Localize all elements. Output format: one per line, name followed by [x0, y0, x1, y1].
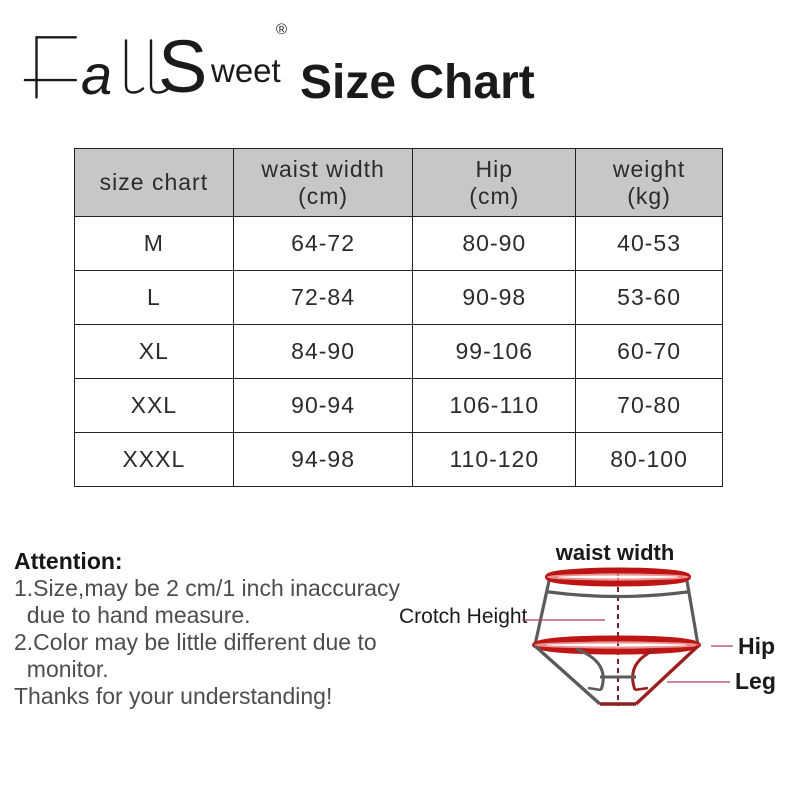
svg-text:Crotch Height: Crotch Height — [399, 605, 528, 628]
svg-text:waist width: waist width — [555, 540, 675, 565]
svg-text:Hip: Hip — [738, 633, 775, 659]
svg-text:Leg: Leg — [735, 668, 776, 694]
